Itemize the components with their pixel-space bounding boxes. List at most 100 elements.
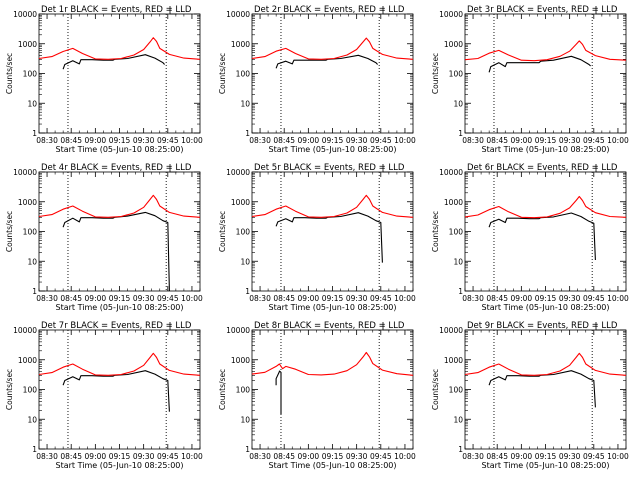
y-tick-label: 1: [245, 287, 250, 296]
x-tick-label: 08:30: [249, 136, 271, 145]
x-tick-label: 09:00: [298, 452, 320, 461]
x-tick-label: 10:00: [607, 452, 629, 461]
y-tick-label: 100: [236, 70, 251, 79]
detector-panel-3: Det 3r BLACK = Events, RED = LLD 1 10 100 10…: [431, 5, 629, 154]
series-events-line: [488, 55, 591, 73]
y-tick-label: 100: [236, 386, 251, 395]
y-tick-label: 100: [236, 228, 251, 237]
series-events-line: [275, 370, 282, 414]
series-lld-line: [464, 352, 627, 376]
y-axis-label: Counts/sec: [218, 53, 227, 94]
plot-frame: [464, 13, 627, 134]
detector-panel-8: Det 8r BLACK = Events, RED = LLD 1 10 100 10…: [218, 321, 416, 470]
series-events-line: [62, 370, 170, 412]
series-events-line: [488, 370, 596, 408]
x-tick-label: 10:00: [394, 294, 416, 303]
x-tick-label: 09:45: [370, 452, 392, 461]
x-tick-label: 09:00: [511, 294, 533, 303]
x-tick-label: 09:45: [583, 294, 605, 303]
x-tick-label: 10:00: [607, 136, 629, 145]
detector-panel-2: Det 2r BLACK = Events, RED = LLD 1 10 100 10…: [218, 5, 416, 154]
y-axis-label: Counts/sec: [5, 369, 14, 410]
x-tick-label: 08:30: [36, 136, 58, 145]
x-tick-label: 09:15: [109, 136, 131, 145]
x-tick-label: 08:45: [60, 452, 82, 461]
panel-title: Det 5r BLACK = Events, RED = LLD: [254, 163, 405, 173]
x-tick-label: 09:15: [535, 452, 557, 461]
panel-title: Det 4r BLACK = Events, RED = LLD: [41, 163, 192, 173]
x-axis-label: Start Time (05-Jun-10 08:25:00): [482, 461, 610, 470]
y-tick-label: 10: [27, 257, 37, 266]
x-tick-label: 09:45: [583, 136, 605, 145]
plot-frame: [38, 329, 201, 450]
plot-frame: [464, 171, 627, 292]
y-tick-label: 100: [449, 228, 464, 237]
series-lld-line: [38, 194, 201, 218]
x-tick-label: 09:15: [109, 294, 131, 303]
x-tick-label: 09:30: [346, 452, 368, 461]
y-tick-label: 1000: [444, 356, 463, 365]
y-tick-label: 100: [23, 386, 38, 395]
x-tick-label: 09:00: [511, 452, 533, 461]
y-tick-label: 10000: [13, 10, 37, 19]
y-tick-label: 1: [32, 445, 37, 454]
x-tick-label: 08:45: [273, 294, 295, 303]
x-tick-label: 08:45: [60, 136, 82, 145]
y-tick-label: 10000: [439, 326, 463, 335]
y-tick-label: 10000: [226, 326, 250, 335]
y-tick-label: 10000: [439, 10, 463, 19]
x-tick-label: 09:45: [157, 294, 179, 303]
x-tick-label: 08:45: [273, 452, 295, 461]
y-tick-label: 1: [458, 129, 463, 138]
x-axis-label: Start Time (05-Jun-10 08:25:00): [269, 303, 397, 312]
x-axis-label: Start Time (05-Jun-10 08:25:00): [56, 461, 184, 470]
y-axis-label: Counts/sec: [5, 53, 14, 94]
x-tick-label: 08:30: [462, 294, 484, 303]
x-tick-label: 09:30: [559, 294, 581, 303]
y-tick-label: 1: [245, 445, 250, 454]
detector-panel-1: Det 1r BLACK = Events, RED = LLD 1 10 100 10…: [5, 5, 203, 154]
y-tick-label: 100: [449, 70, 464, 79]
y-tick-label: 1000: [18, 356, 37, 365]
x-tick-label: 09:15: [322, 136, 344, 145]
x-tick-label: 09:00: [85, 294, 107, 303]
y-tick-label: 1000: [444, 40, 463, 49]
detector-panel-9: Det 9r BLACK = Events, RED = LLD 1 10 100 10…: [431, 321, 629, 470]
y-tick-label: 10000: [226, 10, 250, 19]
x-axis-label: Start Time (05-Jun-10 08:25:00): [56, 145, 184, 154]
panel-title: Det 2r BLACK = Events, RED = LLD: [254, 5, 405, 15]
y-tick-label: 10: [27, 99, 37, 108]
x-tick-label: 09:30: [559, 136, 581, 145]
plot-frame: [251, 329, 414, 450]
x-tick-label: 09:30: [133, 136, 155, 145]
y-tick-label: 1: [245, 129, 250, 138]
plot-frame: [38, 171, 201, 292]
x-tick-label: 08:30: [36, 294, 58, 303]
y-tick-label: 10: [453, 99, 463, 108]
y-tick-label: 1: [32, 129, 37, 138]
x-axis-label: Start Time (05-Jun-10 08:25:00): [56, 303, 184, 312]
y-tick-label: 1000: [444, 198, 463, 207]
x-tick-label: 10:00: [394, 452, 416, 461]
series-lld-line: [464, 40, 627, 62]
x-tick-label: 08:30: [462, 136, 484, 145]
y-tick-label: 1000: [231, 198, 250, 207]
x-axis-label: Start Time (05-Jun-10 08:25:00): [269, 145, 397, 154]
x-tick-label: 09:00: [85, 452, 107, 461]
x-axis-label: Start Time (05-Jun-10 08:25:00): [482, 145, 610, 154]
x-tick-label: 09:30: [346, 136, 368, 145]
y-tick-label: 10000: [439, 168, 463, 177]
plot-frame: [38, 13, 201, 134]
y-tick-label: 10: [27, 415, 37, 424]
detector-panel-4: Det 4r BLACK = Events, RED = LLD 1 10 100 10…: [5, 163, 203, 312]
x-tick-label: 10:00: [181, 294, 203, 303]
x-tick-label: 09:45: [370, 136, 392, 145]
x-tick-label: 08:45: [486, 136, 508, 145]
x-tick-label: 08:30: [36, 452, 58, 461]
y-tick-label: 100: [23, 228, 38, 237]
panel-title: Det 3r BLACK = Events, RED = LLD: [467, 5, 618, 15]
series-lld-line: [251, 351, 414, 376]
y-tick-label: 10: [453, 415, 463, 424]
y-tick-label: 1: [458, 287, 463, 296]
x-tick-label: 09:15: [109, 452, 131, 461]
